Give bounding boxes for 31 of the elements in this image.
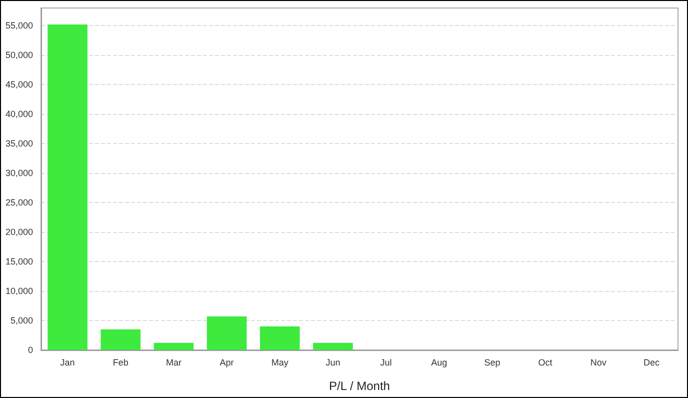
x-tick-label: Nov xyxy=(590,358,607,368)
y-tick-label: 35,000 xyxy=(5,138,33,149)
x-tick-label: Jan xyxy=(60,358,75,368)
y-tick-label: 25,000 xyxy=(5,198,33,208)
y-tick-label: 5,000 xyxy=(10,316,33,326)
x-tick-label: Apr xyxy=(220,358,234,368)
y-tick-label: 10,000 xyxy=(5,286,33,296)
y-tick-label: 50,000 xyxy=(5,50,33,60)
x-tick-label: Oct xyxy=(538,358,553,368)
y-tick-label: 45,000 xyxy=(5,80,33,90)
bar xyxy=(100,329,141,350)
y-tick-label: 20,000 xyxy=(5,227,33,238)
y-tick-label: 55,000 xyxy=(5,20,33,31)
x-tick-label: Jun xyxy=(326,358,340,368)
y-tick-label: 30,000 xyxy=(5,168,33,178)
x-tick-label: Feb xyxy=(112,358,128,368)
x-tick-label: Dec xyxy=(643,358,660,368)
y-tick-label: 0 xyxy=(28,345,33,355)
y-tick-label: 15,000 xyxy=(5,256,33,267)
x-tick-label: May xyxy=(271,358,289,368)
bar xyxy=(260,326,300,350)
bar xyxy=(313,342,353,350)
x-tick-label: Sep xyxy=(484,358,500,368)
bar xyxy=(48,24,88,350)
bar xyxy=(154,342,194,350)
x-tick-label: Jul xyxy=(380,358,392,368)
x-tick-label: Aug xyxy=(431,358,448,368)
x-tick-label: Mar xyxy=(166,358,182,368)
x-axis-title: P/L / Month xyxy=(329,379,390,393)
y-tick-label: 40,000 xyxy=(5,109,33,120)
bar xyxy=(206,316,247,350)
